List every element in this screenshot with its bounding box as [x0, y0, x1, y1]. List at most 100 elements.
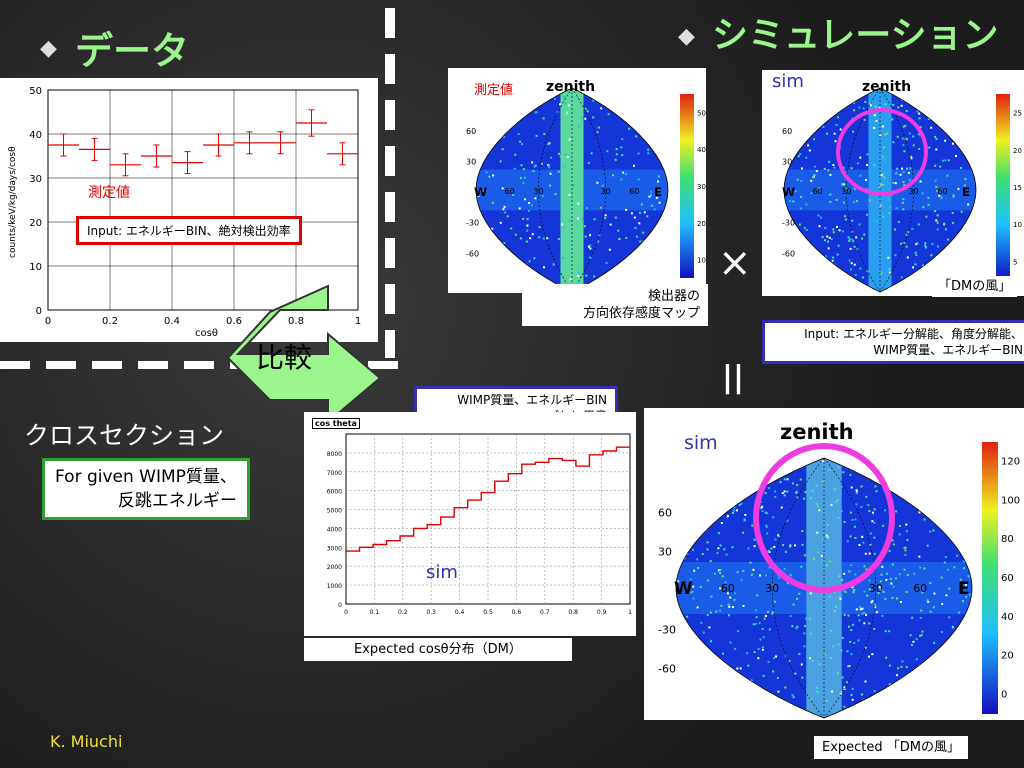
- map-speck: [731, 683, 733, 685]
- map-speck: [946, 175, 948, 177]
- map-speck: [848, 240, 850, 242]
- map-speck: [941, 631, 943, 633]
- map-speck: [971, 631, 973, 633]
- map-speck: [502, 187, 504, 189]
- map-speck: [703, 632, 705, 634]
- map-speck: [827, 169, 829, 171]
- map-speck: [632, 272, 634, 274]
- map-speck: [686, 462, 688, 464]
- map-speck: [907, 256, 909, 258]
- map-speck: [952, 212, 954, 214]
- map-speck: [850, 248, 852, 250]
- map-speck: [705, 484, 707, 486]
- map-speck: [912, 679, 914, 681]
- map-speck: [768, 487, 770, 489]
- map-speck: [768, 661, 770, 663]
- map-speck: [946, 112, 948, 114]
- longitude-label: 30: [869, 582, 883, 595]
- map-speck: [772, 516, 774, 518]
- map-speck: [947, 239, 949, 241]
- map-speck: [874, 164, 876, 166]
- colorbar-label: 10: [697, 257, 706, 265]
- map-speck: [756, 616, 758, 618]
- map-speck: [927, 505, 929, 507]
- map-speck: [625, 209, 627, 211]
- map-speck: [852, 292, 854, 294]
- map-speck: [584, 225, 586, 227]
- latitude-label: 60: [466, 127, 476, 136]
- map-speck: [944, 514, 946, 516]
- map-speck: [834, 610, 836, 612]
- map-speck: [943, 223, 945, 225]
- map-speck: [908, 474, 910, 476]
- map-speck: [775, 655, 777, 657]
- map-speck: [893, 713, 895, 715]
- map-speck: [821, 560, 823, 562]
- map-speck: [505, 259, 507, 261]
- map-speck: [639, 241, 641, 243]
- map-speck: [866, 153, 868, 155]
- map-speck: [796, 484, 798, 486]
- map-speck: [503, 267, 505, 269]
- map-speck: [961, 233, 963, 235]
- map-speck: [488, 256, 490, 258]
- map-speck: [921, 508, 923, 510]
- map-speck: [772, 670, 774, 672]
- x-tick-label: 0.4: [164, 316, 180, 327]
- map-speck: [832, 257, 834, 259]
- x-tick-label: 0: [45, 316, 51, 327]
- map-speck: [852, 281, 854, 283]
- map-speck: [801, 167, 803, 169]
- map-speck: [635, 255, 637, 257]
- map-speck: [933, 642, 935, 644]
- map-speck: [929, 478, 931, 480]
- map-speck: [923, 709, 925, 711]
- map-speck: [930, 692, 932, 694]
- map-speck: [830, 657, 832, 659]
- map-speck: [889, 550, 891, 552]
- map-speck: [900, 601, 902, 603]
- map-speck: [744, 514, 746, 516]
- map-speck: [710, 471, 712, 473]
- map-speck: [810, 592, 812, 594]
- map-speck: [716, 552, 718, 554]
- map-speck: [923, 285, 925, 287]
- map-speck: [524, 177, 526, 179]
- map-speck: [733, 599, 735, 601]
- map-speck: [510, 257, 512, 259]
- map-speck: [854, 188, 856, 190]
- map-speck: [774, 491, 776, 493]
- map-speck: [861, 485, 863, 487]
- map-speck: [843, 183, 845, 185]
- map-speck: [642, 253, 644, 255]
- map-speck: [908, 172, 910, 174]
- map-speck: [952, 222, 954, 224]
- map-speck: [776, 701, 778, 703]
- map-speck: [935, 512, 937, 514]
- map-speck: [855, 503, 857, 505]
- map-speck: [609, 249, 611, 251]
- map-speck: [911, 228, 913, 230]
- map-speck: [766, 532, 768, 534]
- map-speck: [916, 242, 918, 244]
- map-speck: [963, 672, 965, 674]
- map-speck: [964, 708, 966, 710]
- map-speck: [703, 690, 705, 692]
- map-speck: [970, 122, 972, 124]
- map-speck: [825, 270, 827, 272]
- map-speck: [625, 173, 627, 175]
- map-speck: [851, 262, 853, 264]
- map-speck: [893, 543, 895, 545]
- map-speck: [518, 133, 520, 135]
- latitude-label: 60: [782, 127, 792, 136]
- map-speck: [890, 578, 892, 580]
- input-box-right-line2: WIMP質量、エネルギーBIN: [773, 342, 1023, 358]
- map-speck: [924, 519, 926, 521]
- map-speck: [831, 273, 833, 275]
- map-speck: [869, 553, 871, 555]
- map-speck: [798, 155, 800, 157]
- map-speck: [828, 543, 830, 545]
- map-speck: [946, 527, 948, 529]
- map-speck: [610, 224, 612, 226]
- colorbar-label: 20: [697, 220, 706, 228]
